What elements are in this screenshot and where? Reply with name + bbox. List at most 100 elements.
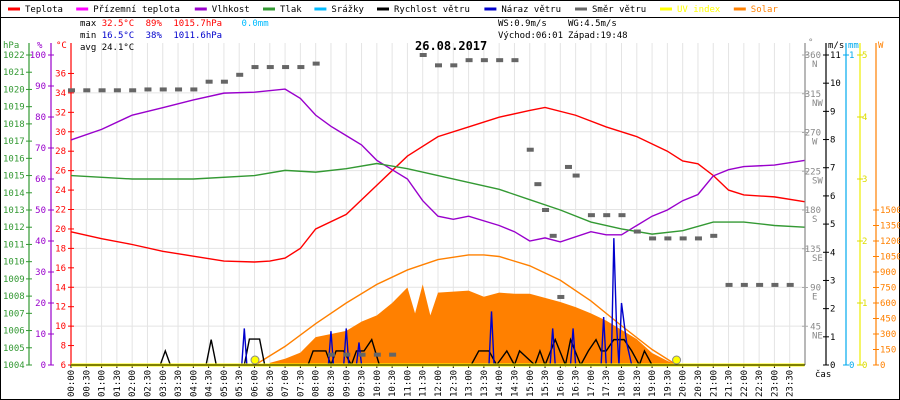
wind-direction-point bbox=[480, 58, 488, 63]
time-tick-label: 08:30 bbox=[327, 370, 337, 397]
time-tick-label: 23:00 bbox=[770, 370, 780, 397]
temperature-tick-label: 30 bbox=[55, 128, 66, 138]
pressure-tick-label: 1004 bbox=[3, 361, 25, 371]
direction-unit: ° bbox=[808, 38, 813, 48]
wind-direction-point bbox=[496, 58, 504, 63]
pressure-tick-label: 1013 bbox=[3, 206, 25, 216]
wind-direction-point bbox=[557, 294, 565, 299]
wind-direction-point bbox=[526, 147, 534, 152]
temperature-tick-label: 10 bbox=[55, 322, 66, 332]
temperature-tick-label: 24 bbox=[55, 186, 66, 196]
uv-tick-label: 5 bbox=[862, 51, 867, 61]
time-tick-label: 07:00 bbox=[281, 370, 291, 397]
wind-direction-point bbox=[694, 236, 702, 241]
time-tick-label: 19:30 bbox=[663, 370, 673, 397]
legend-label: Tlak bbox=[280, 5, 302, 15]
pressure-tick-label: 1017 bbox=[3, 137, 25, 147]
legend-label: Směr větru bbox=[592, 5, 646, 15]
pressure-tick-label: 1020 bbox=[3, 85, 25, 95]
pressure-tick-label: 1006 bbox=[3, 327, 25, 337]
wind-tick-label: 0 bbox=[830, 361, 835, 371]
uv-tick-label: 4 bbox=[862, 113, 867, 123]
time-tick-label: 11:30 bbox=[419, 370, 429, 397]
wind-tick-label: 10 bbox=[830, 79, 841, 89]
wind-tick-label: 1 bbox=[830, 333, 835, 343]
time-tick-label: 02:00 bbox=[128, 370, 138, 397]
pressure-tick-label: 1007 bbox=[3, 309, 25, 319]
wind-direction-point bbox=[603, 213, 611, 218]
humidity-tick-label: 100 bbox=[30, 51, 46, 61]
humidity-tick-label: 80 bbox=[35, 113, 46, 123]
wind-tick-label: 9 bbox=[830, 107, 835, 117]
wind-tick-label: 7 bbox=[830, 164, 835, 174]
max-hum: 89% bbox=[145, 19, 162, 29]
rain-tick-label: 1 bbox=[849, 51, 854, 61]
wind-direction-point bbox=[389, 352, 397, 357]
time-tick-label: 04:30 bbox=[205, 370, 215, 397]
series-solar-max bbox=[254, 254, 677, 366]
wind-direction-point bbox=[68, 88, 75, 93]
humidity-tick-label: 90 bbox=[35, 82, 46, 92]
time-tick-label: 13:00 bbox=[465, 370, 475, 397]
wind-direction-point bbox=[564, 164, 572, 169]
wind-direction-point bbox=[358, 352, 366, 357]
max-press: 1015.7hPa bbox=[173, 19, 223, 29]
wind-direction-point bbox=[190, 87, 198, 92]
humidity-tick-label: 50 bbox=[35, 206, 46, 216]
wind-tick-label: 6 bbox=[830, 192, 835, 202]
solar-unit: W bbox=[878, 41, 884, 51]
temperature-tick-label: 16 bbox=[55, 264, 66, 274]
stats-avg: avg 24.1°C bbox=[80, 42, 269, 54]
pressure-tick-label: 1016 bbox=[3, 154, 25, 164]
pressure-tick-label: 1008 bbox=[3, 292, 25, 302]
solar-tick-label: 450 bbox=[880, 315, 896, 325]
direction-tick-label: 90 bbox=[810, 284, 821, 294]
time-tick-label: 04:00 bbox=[189, 370, 199, 397]
time-tick-label: 05:30 bbox=[235, 370, 245, 397]
legend-label: Srážky bbox=[331, 5, 364, 15]
wind-direction-point bbox=[549, 233, 557, 238]
sunrise-time: Východ:06:01 bbox=[498, 31, 564, 41]
wind-direction-point bbox=[220, 79, 228, 84]
time-tick-label: 14:00 bbox=[495, 370, 505, 397]
wind-direction-point bbox=[175, 87, 183, 92]
min-temp: 16.5°C bbox=[101, 31, 135, 41]
wind-direction-point bbox=[679, 236, 687, 241]
time-tick-label: 08:00 bbox=[312, 370, 322, 397]
sunset-marker bbox=[672, 355, 682, 365]
time-tick-label: 23:30 bbox=[786, 370, 796, 397]
min-label: min bbox=[80, 31, 97, 41]
wind-direction-point bbox=[113, 88, 121, 93]
solar-tick-label: 750 bbox=[880, 284, 896, 294]
time-tick-label: 05:00 bbox=[220, 370, 230, 397]
time-tick-label: 06:30 bbox=[266, 370, 276, 397]
wind-direction-point bbox=[83, 88, 91, 93]
min-hum: 38% bbox=[145, 31, 162, 41]
time-tick-label: 22:00 bbox=[740, 370, 750, 397]
solar-tick-label: 1350 bbox=[880, 222, 900, 232]
rain-tick-label: 0 bbox=[849, 361, 854, 371]
wind-direction-point bbox=[282, 65, 290, 70]
solar-tick-label: 600 bbox=[880, 299, 896, 309]
direction-tick-label: 270 bbox=[805, 129, 821, 139]
time-tick-label: 16:00 bbox=[556, 370, 566, 397]
time-tick-label: 20:00 bbox=[679, 370, 689, 397]
solar-area bbox=[269, 284, 678, 365]
wind-direction-point bbox=[771, 282, 779, 287]
avg-temp: 24.1°C bbox=[101, 43, 135, 53]
time-tick-label: 00:00 bbox=[67, 370, 77, 397]
wind-direction-point bbox=[511, 58, 519, 63]
time-tick-label: 10:00 bbox=[373, 370, 383, 397]
time-tick-label: 14:30 bbox=[510, 370, 520, 397]
time-tick-label: 03:30 bbox=[174, 370, 184, 397]
wind-direction-point bbox=[159, 87, 167, 92]
pressure-tick-label: 1011 bbox=[3, 240, 25, 250]
temperature-unit: °C bbox=[56, 41, 67, 51]
wind-direction-point bbox=[419, 53, 427, 57]
rain-unit: mm bbox=[848, 41, 859, 51]
pressure-tick-label: 1019 bbox=[3, 103, 25, 113]
wind-direction-point bbox=[786, 282, 794, 287]
sunset-time: Západ:19:48 bbox=[568, 31, 628, 41]
direction-tick-label: 45 bbox=[810, 322, 821, 332]
